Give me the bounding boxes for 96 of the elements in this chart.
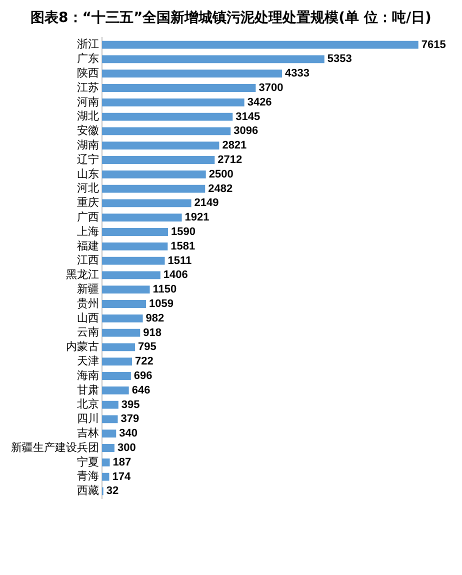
y-tick-label: 福建 xyxy=(77,239,99,252)
y-tick-label: 陕西 xyxy=(77,66,99,80)
y-tick-label: 山东 xyxy=(77,167,99,180)
chart-title: 图表8：“十三五”全国新增城镇污泥处理处置规模(单 位：吨/日) xyxy=(30,8,432,28)
data-label: 3426 xyxy=(247,96,272,108)
data-label: 2500 xyxy=(208,168,234,180)
bar xyxy=(102,142,220,150)
y-tick-label: 云南 xyxy=(77,326,99,339)
bar xyxy=(102,70,282,78)
data-label: 1406 xyxy=(163,269,188,282)
data-label: 3145 xyxy=(236,110,260,123)
bar xyxy=(102,242,168,250)
data-label: 1581 xyxy=(170,240,196,252)
y-tick-label: 吉林 xyxy=(77,426,99,440)
bar xyxy=(102,228,168,236)
bar xyxy=(102,372,131,380)
y-tick-label: 内蒙古 xyxy=(66,340,99,354)
data-label: 2712 xyxy=(218,154,242,166)
bar xyxy=(102,98,244,106)
bar xyxy=(102,170,206,178)
bar xyxy=(102,314,143,322)
bar xyxy=(102,214,182,222)
data-label: 3700 xyxy=(258,82,284,94)
y-tick-label: 天津 xyxy=(77,354,99,368)
bar xyxy=(102,300,146,308)
y-tick-label: 青海 xyxy=(77,470,99,483)
data-label: 7615 xyxy=(421,38,446,51)
bar xyxy=(102,358,132,366)
y-tick-label: 北京 xyxy=(77,398,99,411)
y-tick-label: 甘肃 xyxy=(77,383,99,396)
bar xyxy=(102,430,116,438)
data-label: 1150 xyxy=(152,284,177,296)
data-label: 722 xyxy=(134,356,154,368)
y-tick-label: 广西 xyxy=(77,210,99,224)
data-label: 646 xyxy=(132,384,150,396)
bar xyxy=(102,127,231,136)
data-label: 300 xyxy=(117,442,136,454)
data-label: 982 xyxy=(146,312,164,324)
y-tick-label: 河南 xyxy=(77,95,99,108)
bar xyxy=(102,458,110,466)
bar xyxy=(102,40,418,49)
y-tick-label: 新疆生产建设兵团 xyxy=(11,440,99,454)
bar xyxy=(102,444,114,452)
y-tick-label: 湖南 xyxy=(77,138,99,152)
data-label: 1511 xyxy=(168,254,192,267)
data-label: 32 xyxy=(106,485,119,498)
data-label: 187 xyxy=(112,456,132,468)
data-label: 795 xyxy=(138,341,156,354)
data-label: 696 xyxy=(134,370,152,382)
bar xyxy=(102,343,136,352)
y-tick-label: 宁夏 xyxy=(77,455,99,468)
y-tick-label: 河北 xyxy=(77,182,99,195)
y-tick-label: 广东 xyxy=(77,52,99,66)
data-label: 395 xyxy=(121,398,140,411)
bar xyxy=(102,328,140,337)
bar xyxy=(102,286,150,294)
data-label: 174 xyxy=(112,470,132,483)
data-label: 3096 xyxy=(234,125,258,138)
bar xyxy=(102,386,129,394)
y-tick-label: 辽宁 xyxy=(77,152,99,166)
y-tick-label: 上海 xyxy=(77,224,99,238)
y-tick-label: 黑龙江 xyxy=(66,268,99,282)
y-tick-label: 湖北 xyxy=(77,110,99,123)
y-tick-label: 山西 xyxy=(77,311,99,324)
bar xyxy=(102,199,192,208)
data-label: 1921 xyxy=(184,212,210,224)
y-tick-label: 西藏 xyxy=(77,484,99,498)
y-tick-label: 新疆 xyxy=(77,282,99,296)
bar xyxy=(102,400,118,409)
bar xyxy=(102,415,118,424)
data-label: 2821 xyxy=(222,140,247,152)
y-tick-label: 海南 xyxy=(77,368,99,382)
bar xyxy=(102,55,324,64)
data-label: 379 xyxy=(120,413,140,426)
y-tick-label: 四川 xyxy=(77,412,99,426)
bar xyxy=(102,271,160,280)
bar xyxy=(102,256,165,265)
y-tick-label: 江西 xyxy=(77,254,99,267)
data-label: 5353 xyxy=(327,53,352,66)
data-label: 918 xyxy=(143,326,162,339)
data-label: 2149 xyxy=(194,197,219,210)
bar xyxy=(102,184,206,193)
bar xyxy=(102,156,215,164)
data-label: 340 xyxy=(119,428,138,440)
y-tick-label: 重庆 xyxy=(77,196,99,210)
bar xyxy=(102,84,256,92)
data-label: 1059 xyxy=(148,298,174,310)
y-tick-label: 浙江 xyxy=(77,38,99,51)
y-tick-label: 安徽 xyxy=(77,124,99,138)
bar xyxy=(102,472,110,481)
data-label: 4333 xyxy=(285,68,310,80)
data-label: 2482 xyxy=(208,182,233,195)
bar xyxy=(102,112,233,121)
y-tick-label: 江苏 xyxy=(77,80,99,94)
data-label: 1590 xyxy=(171,226,196,238)
y-tick-label: 贵州 xyxy=(77,296,99,310)
